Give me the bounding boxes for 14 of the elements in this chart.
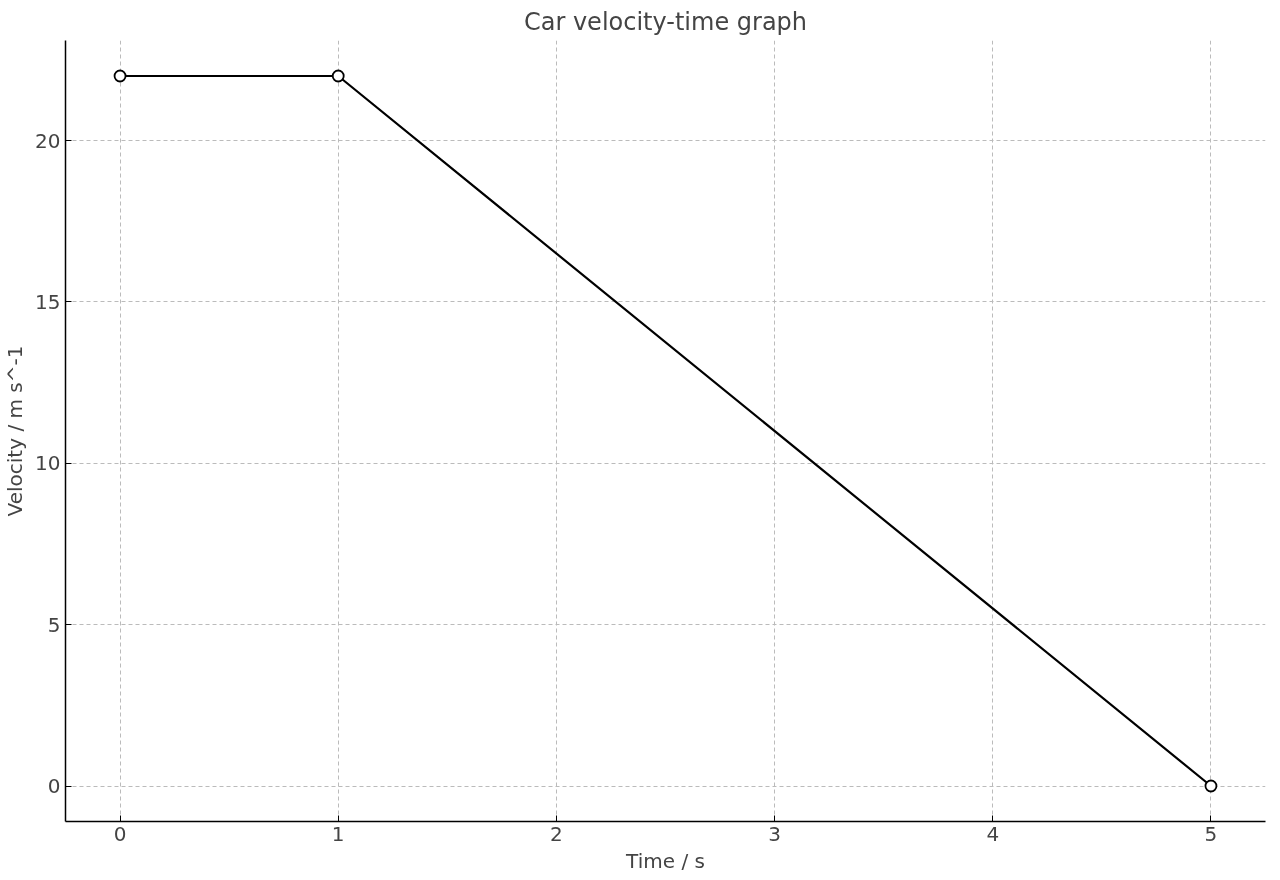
x-tick-label: 1 xyxy=(331,821,345,846)
x-tick-label: 5 xyxy=(1204,821,1218,846)
y-tick-label: 15 xyxy=(35,289,61,314)
y-tick-label: 0 xyxy=(47,774,61,798)
chart-title: Car velocity-time graph xyxy=(523,7,808,36)
y-tick-label: 10 xyxy=(35,451,61,476)
y-axis-title: Velocity / m s^-1 xyxy=(3,345,28,517)
y-tick-label: 5 xyxy=(47,612,61,637)
x-tick-label: 4 xyxy=(986,821,1000,846)
x-axis-title: Time / s xyxy=(625,848,705,873)
x-tick-label: 0 xyxy=(113,821,127,846)
y-tick-label: 20 xyxy=(35,128,61,153)
x-tick-label: 3 xyxy=(768,821,781,846)
x-tick-label: 2 xyxy=(550,821,563,846)
